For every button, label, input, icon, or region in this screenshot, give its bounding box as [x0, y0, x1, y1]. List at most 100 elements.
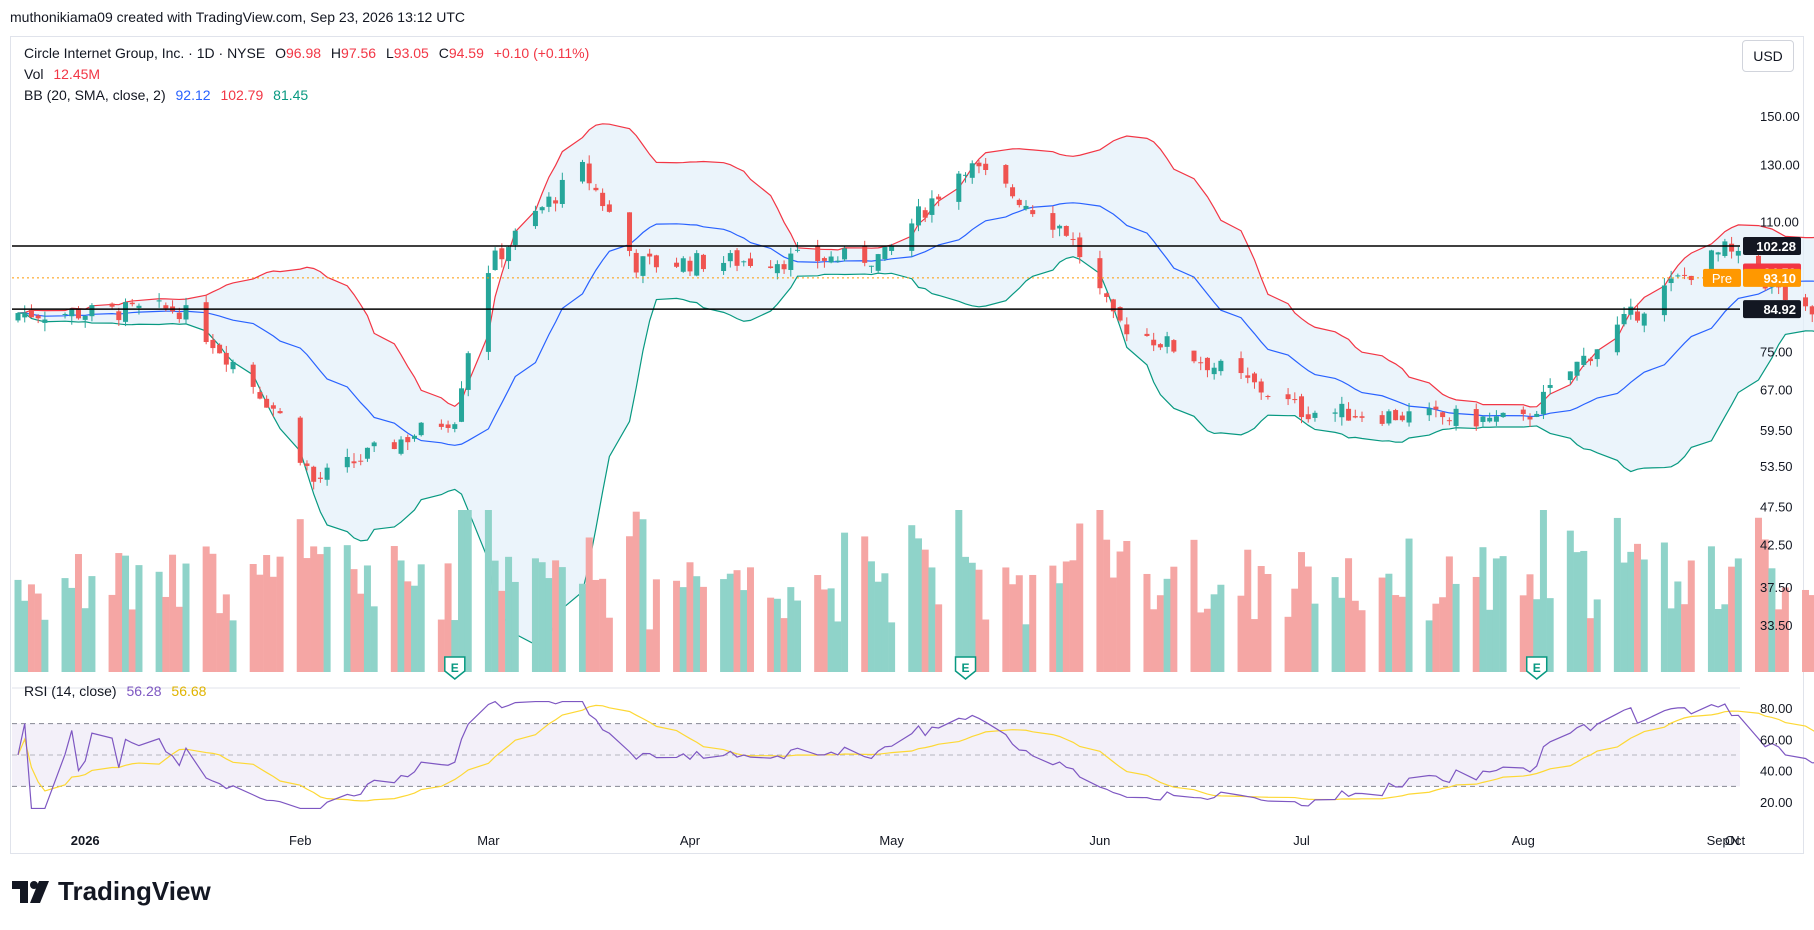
volume-bar[interactable]: [1620, 562, 1628, 672]
candle[interactable]: [405, 434, 411, 451]
candle[interactable]: [956, 170, 962, 210]
candle[interactable]: [1379, 410, 1385, 426]
volume-bar[interactable]: [222, 594, 230, 672]
volume-bar[interactable]: [935, 604, 943, 672]
candle[interactable]: [445, 420, 451, 433]
candle[interactable]: [1440, 411, 1446, 425]
candle[interactable]: [1729, 236, 1735, 259]
candle[interactable]: [1675, 273, 1681, 278]
volume-bar[interactable]: [746, 567, 754, 672]
volume-bar[interactable]: [673, 580, 681, 672]
volume-bar[interactable]: [1593, 599, 1601, 672]
volume-bar[interactable]: [1439, 597, 1447, 672]
candle[interactable]: [1171, 339, 1177, 354]
volume-bar[interactable]: [1667, 608, 1675, 672]
candle[interactable]: [1594, 349, 1600, 367]
candle[interactable]: [868, 265, 874, 274]
volume-bar[interactable]: [410, 585, 418, 672]
candle[interactable]: [627, 212, 633, 257]
volume-bar[interactable]: [276, 556, 284, 672]
volume-bar[interactable]: [464, 510, 472, 672]
volume-bar[interactable]: [1291, 588, 1299, 672]
volume-bar[interactable]: [1197, 612, 1205, 672]
candle[interactable]: [89, 303, 95, 322]
candle[interactable]: [1312, 410, 1318, 422]
volume-bar[interactable]: [1244, 549, 1252, 672]
candle[interactable]: [674, 257, 680, 269]
volume-bar[interactable]: [982, 619, 990, 672]
candle[interactable]: [1803, 293, 1809, 311]
volume-bar[interactable]: [1264, 573, 1272, 672]
candle[interactable]: [1682, 267, 1688, 280]
candle[interactable]: [640, 256, 646, 284]
volume-bar[interactable]: [263, 555, 271, 672]
volume-bar[interactable]: [1150, 609, 1158, 672]
tradingview-logo[interactable]: TradingView: [12, 876, 211, 907]
volume-bar[interactable]: [975, 569, 983, 672]
volume-bar[interactable]: [1237, 595, 1245, 672]
volume-bar[interactable]: [1398, 596, 1406, 672]
candle[interactable]: [297, 416, 303, 466]
candle[interactable]: [1258, 378, 1264, 400]
candle[interactable]: [391, 439, 397, 450]
candle[interactable]: [1003, 164, 1009, 188]
volume-bar[interactable]: [733, 570, 741, 672]
candle[interactable]: [82, 315, 88, 328]
volume-bar[interactable]: [81, 608, 89, 672]
bb-lower-line[interactable]: [17, 256, 1814, 646]
candle[interactable]: [411, 434, 417, 442]
candle[interactable]: [606, 200, 612, 213]
candle[interactable]: [936, 194, 942, 207]
volume-bar[interactable]: [1298, 552, 1306, 672]
candle[interactable]: [35, 314, 41, 324]
volume-bar[interactable]: [269, 576, 277, 672]
volume-bar[interactable]: [169, 554, 177, 672]
volume-bar[interactable]: [1049, 565, 1057, 672]
volume-bar[interactable]: [115, 553, 123, 672]
candle[interactable]: [633, 249, 639, 279]
volume-bar[interactable]: [968, 562, 976, 672]
volume-bar[interactable]: [323, 546, 331, 672]
candle[interactable]: [546, 192, 552, 213]
volume-bar[interactable]: [1143, 573, 1151, 672]
volume-bar[interactable]: [1250, 619, 1258, 672]
volume-bar[interactable]: [914, 538, 922, 672]
candle[interactable]: [727, 250, 733, 268]
volume-bar[interactable]: [834, 621, 842, 672]
candle[interactable]: [156, 293, 162, 308]
candle[interactable]: [1010, 184, 1016, 199]
volume-bar[interactable]: [370, 606, 378, 672]
candle[interactable]: [344, 448, 350, 473]
volume-bar[interactable]: [417, 564, 425, 672]
candle[interactable]: [324, 463, 330, 486]
volume-bar[interactable]: [1009, 584, 1017, 672]
candle[interactable]: [277, 408, 283, 414]
candle[interactable]: [176, 307, 182, 323]
volume-bar[interactable]: [1002, 567, 1010, 672]
volume-bar[interactable]: [955, 510, 963, 672]
earnings-marker[interactable]: E: [444, 656, 466, 680]
candle[interactable]: [1614, 316, 1620, 356]
volume-bar[interactable]: [128, 609, 136, 672]
volume-bar[interactable]: [350, 569, 358, 672]
volume-bar[interactable]: [558, 567, 566, 672]
candle[interactable]: [1635, 303, 1641, 323]
candle[interactable]: [1386, 409, 1392, 426]
candle[interactable]: [788, 247, 794, 277]
volume-bar[interactable]: [888, 622, 896, 672]
candle[interactable]: [123, 298, 129, 327]
volume-bar[interactable]: [881, 573, 889, 672]
candle[interactable]: [1547, 378, 1553, 395]
candle[interactable]: [1265, 394, 1271, 400]
volume-bar[interactable]: [1015, 575, 1023, 672]
volume-bar[interactable]: [767, 597, 775, 672]
volume-bar[interactable]: [1802, 589, 1810, 672]
candle[interactable]: [1453, 405, 1459, 431]
volume-bar[interactable]: [1311, 603, 1319, 672]
volume-bar[interactable]: [1714, 609, 1722, 672]
candle[interactable]: [1567, 371, 1573, 385]
candle[interactable]: [969, 160, 975, 184]
candle[interactable]: [1305, 406, 1311, 423]
candle[interactable]: [250, 362, 256, 394]
volume-bar[interactable]: [1210, 594, 1218, 672]
